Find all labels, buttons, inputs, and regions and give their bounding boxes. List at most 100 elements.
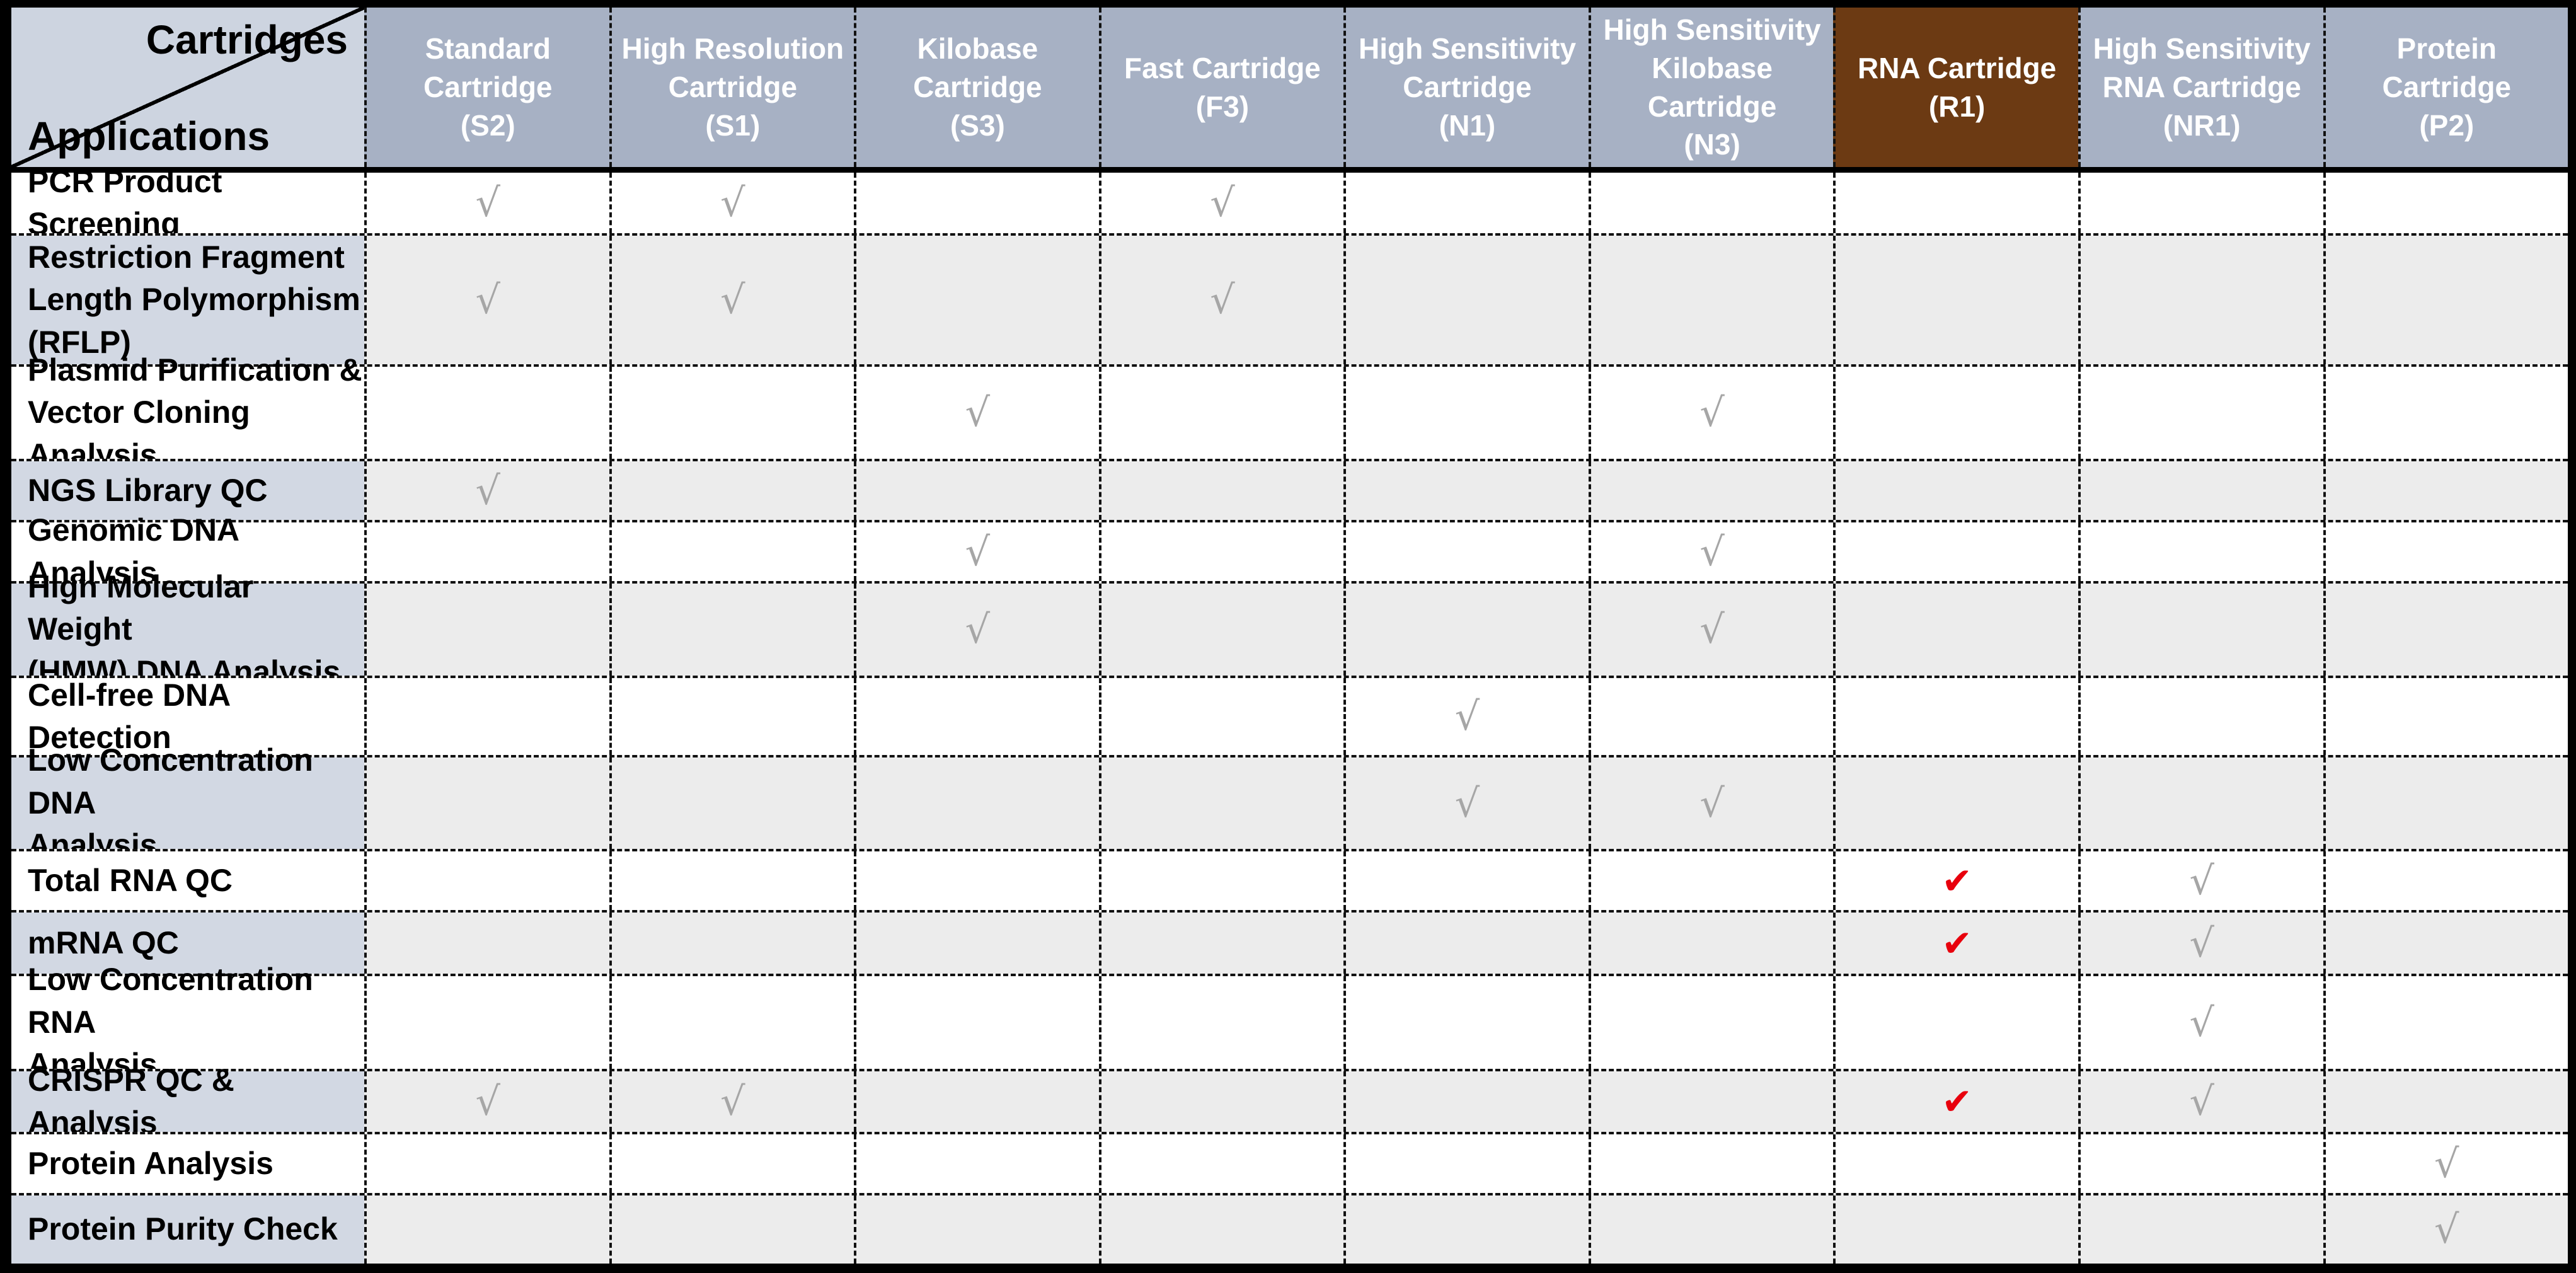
cell-7-nr1 <box>2078 678 2323 755</box>
cell-12-s2: √ <box>364 1071 609 1132</box>
column-header-n1: High Sensitivity Cartridge (N1) <box>1343 8 1589 167</box>
cell-12-f3 <box>1098 1071 1344 1132</box>
cell-8-r1 <box>1833 757 2078 849</box>
cell-13-f3 <box>1098 1134 1344 1193</box>
cell-11-n3 <box>1588 976 1834 1069</box>
gray-check-icon: √ <box>965 389 991 435</box>
cell-9-nr1: √ <box>2078 851 2323 910</box>
cell-4-nr1 <box>2078 461 2323 520</box>
applications-axis-label: Applications <box>28 113 270 159</box>
cell-10-s1 <box>609 913 854 974</box>
cell-11-s2 <box>364 976 609 1069</box>
cell-9-r1: ✔ <box>1833 851 2078 910</box>
cell-9-s3 <box>854 851 1099 910</box>
cell-8-n1: √ <box>1343 757 1589 849</box>
cell-14-f3 <box>1098 1195 1344 1264</box>
cell-13-r1 <box>1833 1134 2078 1193</box>
cell-2-f3: √ <box>1098 236 1344 364</box>
cell-7-f3 <box>1098 678 1344 755</box>
gray-check-icon: √ <box>475 467 501 514</box>
row-label: Low Concentration DNA Analysis <box>11 742 364 863</box>
cell-2-p2 <box>2323 236 2568 364</box>
cell-12-r1: ✔ <box>1833 1071 2078 1132</box>
cell-3-f3 <box>1098 367 1344 459</box>
gray-check-icon: √ <box>475 180 501 226</box>
cell-3-r1 <box>1833 367 2078 459</box>
cell-11-nr1: √ <box>2078 976 2323 1069</box>
header-row: Cartridges Applications Standard Cartridg… <box>11 8 2568 173</box>
red-check-icon: ✔ <box>1941 921 1972 965</box>
cell-7-s2 <box>364 678 609 755</box>
cell-3-nr1 <box>2078 367 2323 459</box>
row-label: High Molecular Weight (HMW) DNA Analysis <box>11 569 364 689</box>
column-header-p2: Protein Cartridge (P2) <box>2323 8 2568 167</box>
cell-5-s1 <box>609 522 854 581</box>
row-label-text: Total RNA QC <box>28 862 233 898</box>
cell-12-n3 <box>1588 1071 1834 1132</box>
application-row-13: Protein Analysis √ <box>11 1132 2568 1193</box>
application-row-9: Total RNA QC ✔ √ <box>11 849 2568 910</box>
cell-9-f3 <box>1098 851 1344 910</box>
gray-check-icon: √ <box>1699 606 1725 652</box>
cell-6-n3: √ <box>1588 584 1834 676</box>
cell-7-s1 <box>609 678 854 755</box>
cell-4-s3 <box>854 461 1099 520</box>
row-label: Restriction Fragment Length Polymorphism(… <box>11 236 364 364</box>
cell-2-s1: √ <box>609 236 854 364</box>
cell-1-nr1 <box>2078 173 2323 233</box>
cell-11-f3 <box>1098 976 1344 1069</box>
gray-check-icon: √ <box>1699 780 1725 826</box>
gray-check-icon: √ <box>720 1078 745 1124</box>
cell-4-n3 <box>1588 461 1834 520</box>
cell-13-nr1 <box>2078 1134 2323 1193</box>
cell-3-s2 <box>364 367 609 459</box>
cell-5-n1 <box>1343 522 1589 581</box>
cell-4-s1 <box>609 461 854 520</box>
column-header-label: Standard Cartridge (S2) <box>423 32 553 142</box>
application-row-12: CRISPR QC & Analysis √ √ ✔ √ <box>11 1063 2568 1140</box>
cell-13-n1 <box>1343 1134 1589 1193</box>
cell-9-n1 <box>1343 851 1589 910</box>
cell-14-n1 <box>1343 1195 1589 1264</box>
cell-10-nr1: √ <box>2078 913 2323 974</box>
cell-14-s3 <box>854 1195 1099 1264</box>
red-check-icon: ✔ <box>1941 859 1972 902</box>
row-label: Plasmid Purification & Vector Cloning Ana… <box>11 352 364 473</box>
cell-12-s3 <box>854 1071 1099 1132</box>
cell-2-r1 <box>1833 236 2078 364</box>
cell-10-f3 <box>1098 913 1344 974</box>
application-row-10: mRNA QC ✔ √ <box>11 910 2568 974</box>
gray-check-icon: √ <box>1454 780 1480 826</box>
cell-2-s3 <box>854 236 1099 364</box>
cell-6-s2 <box>364 584 609 676</box>
cell-3-p2 <box>2323 367 2568 459</box>
gray-check-icon: √ <box>720 180 745 226</box>
cell-1-p2 <box>2323 173 2568 233</box>
row-label: PCR Product Screening <box>11 164 364 241</box>
cell-8-n3: √ <box>1588 757 1834 849</box>
cell-8-s2 <box>364 757 609 849</box>
application-row-1: PCR Product Screening √ √ √ <box>11 164 2568 241</box>
cell-5-s3: √ <box>854 522 1099 581</box>
cell-10-s2 <box>364 913 609 974</box>
cell-14-nr1 <box>2078 1195 2323 1264</box>
gray-check-icon: √ <box>965 606 991 652</box>
row-label: Total RNA QC <box>11 851 364 910</box>
row-label: Low Concentration RNA Analysis <box>11 962 364 1082</box>
cell-10-n3 <box>1588 913 1834 974</box>
cell-8-s1 <box>609 757 854 849</box>
cell-5-f3 <box>1098 522 1344 581</box>
corner-header-cell: Cartridges Applications <box>11 8 364 167</box>
cell-8-nr1 <box>2078 757 2323 849</box>
cell-3-s1 <box>609 367 854 459</box>
cell-1-n3 <box>1588 173 1834 233</box>
row-label: Genomic DNA Analysis <box>11 512 364 590</box>
application-row-14: Protein Purity Check √ <box>11 1193 2568 1264</box>
row-label-text: Protein Purity Check <box>28 1211 338 1247</box>
cell-11-p2 <box>2323 976 2568 1069</box>
column-header-r1: RNA Cartridge (R1) <box>1833 8 2078 167</box>
row-label-text: Low Concentration DNA Analysis <box>28 742 313 863</box>
application-row-7: Cell-free DNA Detection √ <box>11 676 2568 755</box>
cell-6-f3 <box>1098 584 1344 676</box>
cell-11-s1 <box>609 976 854 1069</box>
